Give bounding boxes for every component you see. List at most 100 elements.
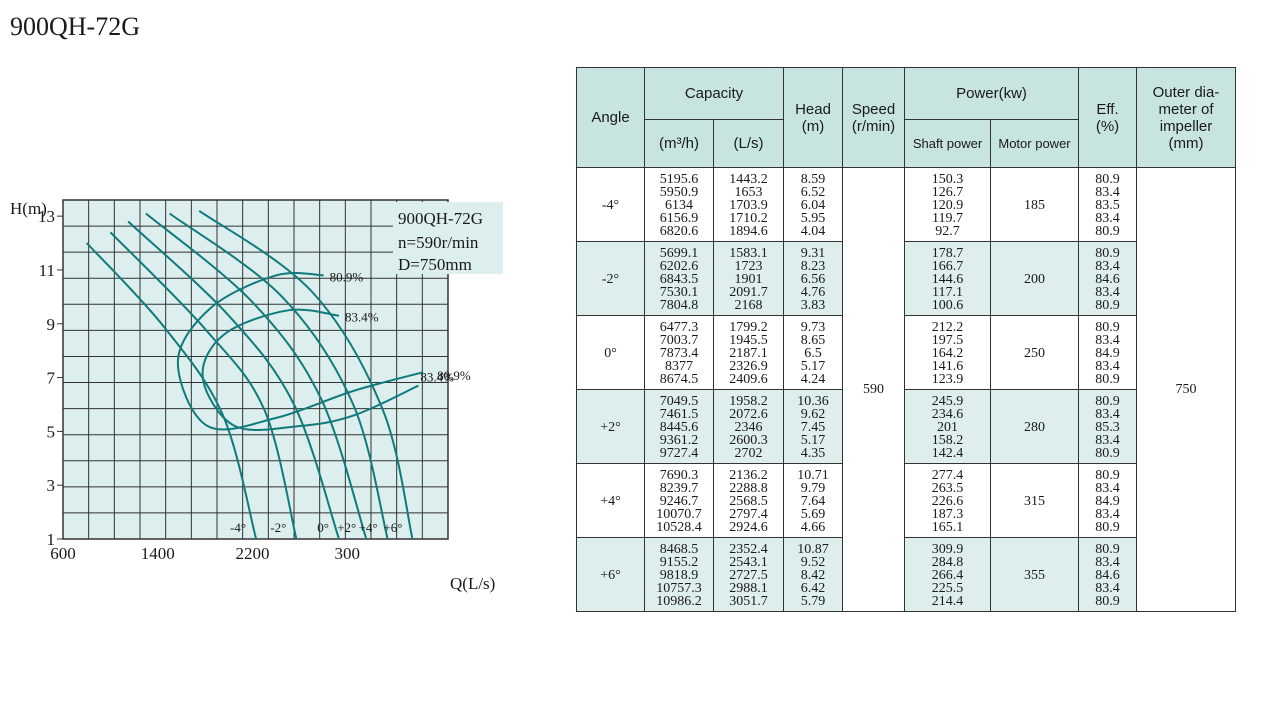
y-tick-label: 9 bbox=[47, 315, 56, 334]
angle-cell: +2° bbox=[576, 389, 645, 464]
y-tick-label: 11 bbox=[39, 261, 55, 280]
pump-performance-chart: 80.9%80.9%83.4%83.4% -4° -2° 0° +2° +4° +6° 1… bbox=[10, 199, 503, 593]
efficiency-label: 83.4% bbox=[345, 310, 379, 325]
header-outer-diameter: Outer dia- meter of impeller (mm) bbox=[1136, 67, 1236, 168]
eff-cell: 80.9 83.4 84.9 83.4 80.9 bbox=[1078, 315, 1137, 390]
head-cell: 10.71 9.79 7.64 5.69 4.66 bbox=[783, 463, 843, 538]
x-tick-label: 2200 bbox=[236, 544, 270, 563]
capacity-m3h-cell: 6477.3 7003.7 7873.4 8377 8674.5 bbox=[644, 315, 714, 390]
performance-curves bbox=[85, 209, 414, 540]
motor-power-cell: 355 bbox=[990, 537, 1079, 612]
header-capacity-ls: (L/s) bbox=[713, 119, 784, 168]
eff-cell: 80.9 83.4 84.6 83.4 80.9 bbox=[1078, 241, 1137, 316]
head-cell: 10.36 9.62 7.45 5.17 4.35 bbox=[783, 389, 843, 464]
capacity-m3h-cell: 5195.6 5950.9 6134 6156.9 6820.6 bbox=[644, 167, 714, 242]
x-axis-label: Q(L/s) bbox=[450, 574, 495, 593]
eff-cell: 80.9 83.4 83.5 83.4 80.9 bbox=[1078, 167, 1137, 242]
page-title: 900QH-72G bbox=[10, 12, 140, 41]
y-tick-label: 5 bbox=[47, 422, 56, 441]
motor-power-cell: 185 bbox=[990, 167, 1079, 242]
curve-label: 0° bbox=[317, 520, 329, 535]
x-tick-label: 300 bbox=[335, 544, 361, 563]
capacity-ls-cell: 2352.4 2543.1 2727.5 2988.1 3051.7 bbox=[713, 537, 784, 612]
capacity-ls-cell: 1583.1 1723 1901 2091.7 2168 bbox=[713, 241, 784, 316]
plot-area bbox=[62, 199, 449, 540]
curve-label: +6° bbox=[383, 520, 402, 535]
curve-label: +4° bbox=[359, 520, 378, 535]
info-diameter: D=750mm bbox=[398, 255, 472, 274]
shaft-power-cell: 150.3 126.7 120.9 119.7 92.7 bbox=[904, 167, 991, 242]
curve-label: +2° bbox=[337, 520, 356, 535]
shaft-power-cell: 309.9 284.8 266.4 225.5 214.4 bbox=[904, 537, 991, 612]
performance-curve bbox=[85, 242, 258, 540]
curve-label: -4° bbox=[230, 520, 246, 535]
grid-lines bbox=[63, 200, 448, 539]
y-tick-label: 1 bbox=[47, 530, 56, 549]
shaft-power-cell: 277.4 263.5 226.6 187.3 165.1 bbox=[904, 463, 991, 538]
efficiency-label: 83.4% bbox=[420, 370, 454, 385]
angle-cell: -2° bbox=[576, 241, 645, 316]
efficiency-label: 80.9% bbox=[437, 368, 471, 383]
capacity-ls-cell: 1799.2 1945.5 2187.1 2326.9 2409.6 bbox=[713, 315, 784, 390]
angle-cell: 0° bbox=[576, 315, 645, 390]
info-speed: n=590r/min bbox=[398, 233, 479, 252]
y-tick-label: 7 bbox=[47, 369, 56, 388]
head-cell: 8.59 6.52 6.04 5.95 4.04 bbox=[783, 167, 843, 242]
capacity-m3h-cell: 5699.1 6202.6 6843.5 7530.1 7804.8 bbox=[644, 241, 714, 316]
table-row: 0° 6477.3 7003.7 7873.4 8377 8674.5 1799.2 1945… bbox=[576, 315, 1236, 390]
header-eff: Eff. (%) bbox=[1078, 67, 1137, 168]
shaft-power-cell: 212.2 197.5 164.2 141.6 123.9 bbox=[904, 315, 991, 390]
eff-cell: 80.9 83.4 85.3 83.4 80.9 bbox=[1078, 389, 1137, 464]
curve-label: -2° bbox=[270, 520, 286, 535]
info-model: 900QH-72G bbox=[398, 209, 483, 228]
performance-curve bbox=[145, 212, 368, 540]
motor-power-cell: 250 bbox=[990, 315, 1079, 390]
info-box bbox=[393, 202, 503, 274]
head-cell: 10.87 9.52 8.42 6.42 5.79 bbox=[783, 537, 843, 612]
table-row: -2° 5699.1 6202.6 6843.5 7530.1 7804.8 1583.1 1… bbox=[576, 241, 1236, 316]
angle-cell: +6° bbox=[576, 537, 645, 612]
header-capacity: Capacity bbox=[644, 67, 784, 120]
capacity-ls-cell: 1443.2 1653 1703.9 1710.2 1894.6 bbox=[713, 167, 784, 242]
shaft-power-cell: 178.7 166.7 144.6 117.1 100.6 bbox=[904, 241, 991, 316]
performance-curve bbox=[198, 209, 414, 540]
speed-cell: 590 bbox=[842, 167, 905, 612]
header-shaft-power: Shaft power bbox=[904, 119, 991, 168]
header-motor-power: Motor power bbox=[990, 119, 1079, 168]
table-row: +6° 8468.5 9155.2 9818.9 10757.3 10986.2 2352.… bbox=[576, 537, 1236, 612]
capacity-m3h-cell: 7690.3 8239.7 9246.7 10070.7 10528.4 bbox=[644, 463, 714, 538]
head-cell: 9.31 8.23 6.56 4.76 3.83 bbox=[783, 241, 843, 316]
performance-curve bbox=[169, 212, 389, 540]
capacity-ls-cell: 2136.2 2288.8 2568.5 2797.4 2924.6 bbox=[713, 463, 784, 538]
eff-cell: 80.9 83.4 84.6 83.4 80.9 bbox=[1078, 537, 1137, 612]
table-row: +2° 7049.5 7461.5 8445.6 9361.2 9727.4 1958.2 2… bbox=[576, 389, 1236, 464]
eff-cell: 80.9 83.4 84.9 83.4 80.9 bbox=[1078, 463, 1137, 538]
motor-power-cell: 280 bbox=[990, 389, 1079, 464]
header-angle: Angle bbox=[576, 67, 645, 168]
y-axis-label: H(m) bbox=[10, 199, 47, 218]
header-capacity-m3h: (m³/h) bbox=[644, 119, 714, 168]
curve-labels: -4° -2° 0° +2° +4° +6° bbox=[230, 520, 402, 535]
head-cell: 9.73 8.65 6.5 5.17 4.24 bbox=[783, 315, 843, 390]
capacity-ls-cell: 1958.2 2072.6 2346 2600.3 2702 bbox=[713, 389, 784, 464]
table-row: -4° 5195.6 5950.9 6134 6156.9 6820.6 1443.2 165… bbox=[576, 167, 1236, 612]
capacity-m3h-cell: 7049.5 7461.5 8445.6 9361.2 9727.4 bbox=[644, 389, 714, 464]
shaft-power-cell: 245.9 234.6 201 158.2 142.4 bbox=[904, 389, 991, 464]
header-speed: Speed (r/min) bbox=[842, 67, 905, 168]
motor-power-cell: 200 bbox=[990, 241, 1079, 316]
capacity-m3h-cell: 8468.5 9155.2 9818.9 10757.3 10986.2 bbox=[644, 537, 714, 612]
motor-power-cell: 315 bbox=[990, 463, 1079, 538]
performance-table: Angle Capacity Head (m) Speed (r/min) Po… bbox=[576, 67, 1236, 612]
y-tick-label: 13 bbox=[38, 207, 55, 226]
x-tick-label: 600 bbox=[50, 544, 76, 563]
x-tick-label: 1400 bbox=[141, 544, 175, 563]
angle-cell: -4° bbox=[576, 167, 645, 242]
outer-diameter-cell: 750 bbox=[1136, 167, 1236, 612]
performance-curve bbox=[127, 220, 340, 540]
efficiency-contour bbox=[201, 308, 419, 431]
y-tick-label: 3 bbox=[47, 476, 56, 495]
angle-cell: +4° bbox=[576, 463, 645, 538]
header-head: Head (m) bbox=[783, 67, 843, 168]
efficiency-label: 80.9% bbox=[330, 269, 364, 284]
